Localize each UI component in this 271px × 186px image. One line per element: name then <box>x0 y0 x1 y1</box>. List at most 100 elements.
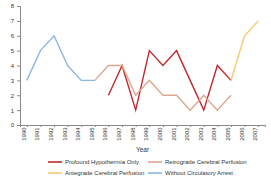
x-tick: 2002 <box>184 125 191 141</box>
series-line <box>95 66 231 111</box>
y-tick: 7 <box>11 18 20 24</box>
series-line <box>108 51 231 111</box>
plot: 0123456781990199119921993199419951996199… <box>11 3 266 140</box>
x-tick: 1993 <box>62 125 68 141</box>
x-tick-mark <box>245 125 246 127</box>
series-line <box>27 36 95 81</box>
y-tick-label: 3 <box>11 78 15 84</box>
y-tick: 5 <box>11 48 20 54</box>
y-tick-label: 6 <box>11 33 15 39</box>
y-tick: 0 <box>11 122 20 128</box>
x-tick-label: 1994 <box>75 127 81 141</box>
x-tick-mark <box>108 125 109 127</box>
x-tick-label: 1993 <box>62 127 68 141</box>
x-tick: 1997 <box>116 125 123 141</box>
x-tick-label: 2005 <box>225 127 231 141</box>
x-tick-mark <box>68 125 69 127</box>
x-tick: 1996 <box>102 125 109 141</box>
x-tick: 1990 <box>21 125 28 141</box>
x-tick-mark <box>204 125 205 127</box>
legend-item: Profound Hypothermia Only <box>48 159 139 165</box>
x-tick: 2007 <box>252 125 259 141</box>
legend: Profound Hypothermia Only Retrograde Cere… <box>48 159 247 176</box>
y-tick-label: 8 <box>11 3 15 9</box>
x-tick-mark <box>40 125 41 127</box>
x-tick-label: 2002 <box>184 127 190 141</box>
x-tick-mark <box>95 125 96 127</box>
y-tick-mark <box>17 95 20 96</box>
legend-label: Antegrade Cerebral Perfusion <box>65 170 144 176</box>
chart: 0123456781990199119921993199419951996199… <box>0 0 271 186</box>
x-tick: 1998 <box>130 125 137 141</box>
legend-label: Without Circulatory Arrest <box>165 170 233 176</box>
y-tick: 3 <box>11 78 20 84</box>
y-tick: 2 <box>11 93 20 99</box>
x-axis: 1990 1991 1992 1993 1994 1995 1996 1997 1998 1999… <box>21 125 266 141</box>
x-tick-label: 1991 <box>34 127 40 141</box>
x-axis-title: Year <box>136 146 150 153</box>
x-tick-mark <box>258 125 259 127</box>
legend-swatch <box>148 172 162 174</box>
y-tick-mark <box>17 66 20 67</box>
x-tick-label: 2006 <box>239 127 245 141</box>
x-tick: 1999 <box>143 125 150 141</box>
x-tick: 1991 <box>34 125 41 141</box>
legend-item: Without Circulatory Arrest <box>148 170 233 176</box>
y-tick-mark <box>17 51 20 52</box>
x-tick-label: 2003 <box>198 127 204 141</box>
y-tick-mark <box>17 125 20 126</box>
x-tick-mark <box>81 125 82 127</box>
x-tick-label: 1997 <box>116 127 122 141</box>
legend-item: Antegrade Cerebral Perfusion <box>48 170 144 176</box>
x-tick-label: 1998 <box>130 127 136 141</box>
y-tick-mark <box>17 110 20 111</box>
x-tick: 2004 <box>211 125 218 141</box>
y-axis: 0 1 2 3 4 5 6 7 8 <box>11 3 21 128</box>
x-tick-mark <box>163 125 164 127</box>
y-tick-label: 4 <box>11 63 15 69</box>
series-line <box>231 21 258 81</box>
x-tick: 2003 <box>198 125 205 141</box>
x-tick-label: 1999 <box>143 127 149 141</box>
legend-swatch <box>48 172 62 174</box>
x-tick: 1994 <box>75 125 82 141</box>
y-axis-line <box>17 7 21 126</box>
y-tick: 8 <box>11 3 20 9</box>
x-axis-line <box>21 126 266 128</box>
x-tick-mark <box>54 125 55 127</box>
x-tick: 2000 <box>157 125 164 141</box>
x-tick-label: 2007 <box>252 127 258 141</box>
legend-item: Retrograde Cerebral Perfusion <box>148 159 247 165</box>
legend-label: Profound Hypothermia Only <box>65 159 139 165</box>
y-tick: 1 <box>11 108 20 114</box>
legend-swatch <box>148 161 162 163</box>
x-tick-label: 1996 <box>102 127 108 141</box>
x-tick-mark <box>177 125 178 127</box>
x-tick: 1992 <box>48 125 55 141</box>
y-tick-mark <box>17 6 20 7</box>
legend-label: Retrograde Cerebral Perfusion <box>165 159 247 165</box>
x-tick: 1995 <box>89 125 96 141</box>
x-tick-mark <box>27 125 28 127</box>
x-tick-label: 1992 <box>48 127 54 141</box>
x-tick-mark <box>122 125 123 127</box>
x-tick: 2005 <box>225 125 232 141</box>
x-tick: 2006 <box>239 125 246 141</box>
x-tick-label: 2001 <box>171 127 177 141</box>
x-tick-label: 1990 <box>21 127 27 141</box>
y-tick-mark <box>17 36 20 37</box>
legend-swatch <box>48 161 62 163</box>
y-tick: 6 <box>11 33 20 39</box>
x-tick-mark <box>149 125 150 127</box>
lines <box>27 21 258 110</box>
x-tick-mark <box>136 125 137 127</box>
y-tick-label: 1 <box>11 108 15 114</box>
y-tick-label: 5 <box>11 48 15 54</box>
x-tick-mark <box>217 125 218 127</box>
y-tick-mark <box>17 80 20 81</box>
x-tick-label: 2000 <box>157 127 163 141</box>
y-tick: 4 <box>11 63 20 69</box>
x-tick-label: 2004 <box>211 127 217 141</box>
x-tick-mark <box>231 125 232 127</box>
x-tick-label: 1995 <box>89 127 95 141</box>
